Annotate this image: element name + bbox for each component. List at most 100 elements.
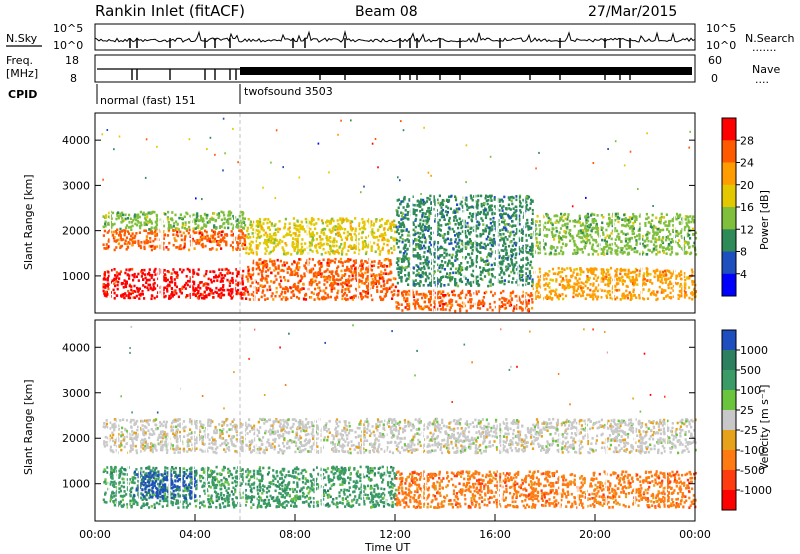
range-gate-cell	[192, 268, 195, 272]
range-gate-cell	[503, 223, 506, 226]
range-gate-cell	[173, 293, 176, 296]
range-gate-cell	[685, 294, 688, 297]
range-gate-cell	[522, 251, 525, 254]
range-gate-cell	[514, 205, 517, 209]
range-gate-cell	[266, 281, 269, 284]
range-gate-cell	[440, 300, 443, 303]
range-gate-cell	[358, 280, 361, 284]
range-gate-cell	[677, 297, 680, 300]
range-gate-cell	[538, 224, 541, 227]
range-gate-cell	[575, 289, 578, 293]
range-gate-cell	[191, 275, 194, 278]
range-gate-cell	[471, 264, 474, 267]
range-gate-cell	[504, 257, 507, 260]
range-gate-cell	[531, 244, 534, 248]
range-gate-cell	[445, 302, 448, 305]
cpid-row: CPID normal (fast) 151 twofsound 3503	[8, 84, 333, 107]
range-gate-cell	[424, 278, 428, 281]
range-gate-cell	[229, 213, 232, 217]
range-gate-cell	[352, 294, 355, 298]
range-gate-cell	[691, 280, 694, 283]
range-gate-cell	[358, 248, 361, 252]
range-gate-cell	[198, 295, 201, 298]
range-gate-cell	[315, 238, 318, 241]
range-gate-cell	[115, 294, 118, 297]
range-gate-cell	[334, 282, 337, 285]
range-gate-cell	[380, 233, 383, 236]
range-gate-cell	[651, 226, 654, 229]
range-gate-cell	[512, 224, 515, 227]
range-gate-cell	[553, 238, 556, 241]
range-gate-cell	[501, 209, 504, 212]
range-gate-cell	[518, 222, 521, 226]
range-gate-cell	[423, 265, 426, 268]
range-gate-cell	[240, 230, 243, 233]
range-gate-cell	[450, 194, 453, 198]
range-gate-cell	[291, 262, 294, 266]
range-gate-cell	[422, 200, 425, 204]
range-gate-cell	[667, 286, 670, 290]
range-gate-cell	[676, 282, 679, 285]
range-gate-cell	[195, 219, 198, 223]
range-gate-cell	[419, 247, 422, 251]
range-gate-cell	[474, 243, 477, 246]
range-gate-cell	[131, 290, 134, 294]
range-gate-cell	[336, 228, 339, 231]
range-gate-cell	[220, 234, 223, 237]
range-gate-cell	[211, 218, 215, 221]
range-gate-cell	[501, 305, 504, 308]
range-gate-cell	[467, 290, 470, 293]
range-gate-cell	[403, 296, 406, 300]
range-gate-cell	[284, 242, 287, 245]
range-gate-cell	[424, 271, 427, 275]
range-gate-cell	[670, 245, 673, 249]
range-gate-cell	[415, 245, 418, 248]
range-gate-cell	[593, 213, 596, 216]
range-gate-cell	[256, 220, 259, 224]
range-gate-cell	[587, 278, 590, 282]
range-gate-cell	[416, 231, 420, 235]
range-gate-cell	[297, 224, 301, 228]
range-gate-cell	[551, 223, 554, 227]
range-gate-cell	[359, 280, 362, 283]
range-gate-cell	[297, 281, 300, 285]
range-gate-cell	[576, 273, 579, 276]
range-gate-cell	[475, 247, 478, 250]
range-gate-cell	[460, 200, 463, 204]
range-gate-cell	[477, 282, 480, 286]
range-gate-cell	[113, 282, 116, 285]
range-gate-cell	[488, 237, 491, 240]
range-gate-cell	[234, 268, 237, 271]
range-gate-cell	[147, 278, 150, 282]
range-gate-cell	[330, 283, 333, 286]
range-gate-cell	[242, 220, 245, 223]
range-gate-cell	[344, 260, 347, 263]
range-gate-cell	[262, 265, 265, 268]
range-gate-cell	[310, 283, 313, 287]
range-gate-cell	[303, 274, 306, 278]
cpid-mode-twofsound: twofsound 3503	[244, 85, 333, 98]
range-gate-cell	[438, 304, 441, 307]
range-gate-cell	[639, 213, 642, 216]
range-gate-cell	[135, 294, 138, 298]
range-gate-cell	[474, 265, 477, 268]
range-gate-cell	[500, 256, 504, 260]
range-gate-cell	[464, 296, 467, 299]
range-gate-cell	[504, 247, 507, 251]
range-gate-cell	[155, 213, 158, 217]
range-gate-cell	[366, 286, 369, 289]
range-gate-cell	[319, 238, 322, 241]
range-gate-cell	[255, 247, 258, 250]
range-gate-cell	[154, 229, 157, 232]
range-gate-cell	[404, 250, 407, 253]
range-gate-cell	[339, 226, 343, 229]
range-gate-cell	[344, 291, 347, 295]
range-gate-cell	[468, 253, 471, 256]
range-gate-cell	[493, 263, 497, 266]
range-gate-cell	[378, 273, 381, 276]
range-gate-cell	[665, 252, 668, 255]
range-gate-cell	[491, 228, 494, 231]
range-gate-cell	[667, 269, 670, 273]
range-gate-cell	[403, 225, 406, 229]
